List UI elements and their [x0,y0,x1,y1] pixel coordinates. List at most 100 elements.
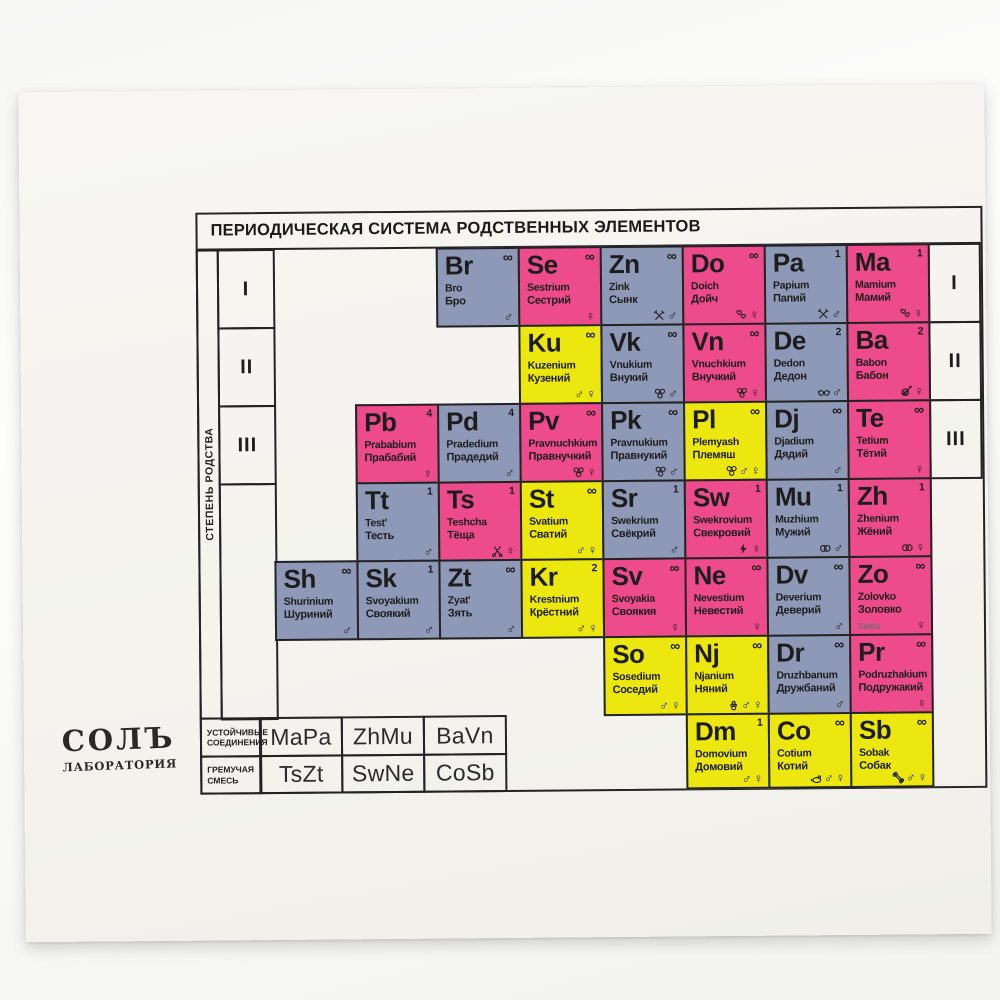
element-count: 2 [591,562,598,575]
element-russian-name: Своякия [611,605,657,619]
element-symbol: Ba [855,324,888,355]
element-latin-name: Zhenium [857,512,899,525]
element-russian-name: Бро [445,295,466,308]
bone-icon [892,771,904,783]
element-count: ∞ [669,559,680,576]
element-russian-name: Своякий [365,607,411,621]
element-russian-name: Внукий [609,371,648,385]
element-russian-name: Свекровий [693,526,751,540]
element-symbol: Sb [858,714,892,745]
rings-icon [902,541,914,553]
element-icons: ♀ [900,383,924,398]
rings-icon [820,542,832,554]
element-symbol: Sh [283,563,316,594]
element-count: 1 [836,482,843,495]
element-count: ∞ [586,482,597,499]
element-count: ∞ [748,246,759,263]
element-cell-Zh: Zh 1 Zhenium Жёний ♀ [847,477,933,559]
male-icon: ♂ [668,385,679,401]
element-icons: ♂ [653,307,677,323]
element-count: ∞ [914,401,925,418]
element-latin-name: Doich [690,280,719,293]
female-icon: ♀ [587,542,598,558]
yarn-icon [900,385,913,397]
element-cell-Tt: Tt 1 Test' Тесть ♂ [355,481,441,563]
male-icon: ♂ [659,697,669,713]
balls-icon [654,387,666,399]
element-count: ∞ [916,713,927,730]
element-cell-Dm: Dm 1 Domovium Домовий ♂ ♀ [685,712,771,790]
element-cell-Do: Do ∞ Doich Дойч ♀ [681,244,767,326]
male-icon: ♂ [574,386,585,402]
element-count: 2 [835,326,842,339]
element-count: ∞ [667,325,678,342]
hearts-icon [899,307,911,319]
male-icon: ♂ [741,770,752,786]
element-latin-name: Druzhbanum [776,669,838,682]
element-russian-name: Собак [859,759,891,772]
element-symbol: Dv [775,559,808,590]
element-latin-name: Tetium [856,434,889,447]
male-icon: ♂ [833,540,844,556]
male-icon: ♂ [905,769,916,785]
periodic-table: ПЕРИОДИЧЕСКАЯ СИСТЕМА РОДСТВЕННЫХ ЭЛЕМЕН… [195,205,988,795]
element-icons: ♀ [423,466,433,481]
element-icons: ♀ [899,305,923,320]
element-icons: ♂ [506,621,516,636]
element-latin-name: Teshcha [447,516,487,529]
element-russian-name: Правнучкий [528,450,592,463]
element-latin-name: Swekrovium [693,513,752,527]
element-count: ∞ [832,402,843,419]
male-icon: ♂ [424,621,435,637]
element-cell-Sv: Sv ∞ Svoyakia Своякия ♀ [602,557,688,639]
male-icon: ♂ [739,462,749,478]
element-symbol: Se [526,249,558,280]
element-cell-Ku: Ku ∞ Kuzenium Кузений ♂ ♀ [518,324,604,405]
element-cell-Sh: Sh ∞ Shurinium Шуриний ♂ [274,560,360,642]
female-icon: ♀ [835,770,846,786]
element-symbol: Vk [609,326,641,358]
compound-formula-BaVn: BaVn [422,714,508,756]
tools-icon [653,309,665,321]
element-latin-name: Podruzhakium [858,668,928,681]
element-icons: ♂ [818,384,842,399]
element-cell-St: St ∞ Svatium Сватий ♂ ♀ [519,480,605,561]
female-icon: ♀ [670,619,681,635]
element-count: 4 [426,407,433,420]
element-symbol: So [612,638,645,670]
element-symbol: Vn [691,326,724,357]
element-cell-Nj: Nj ∞ Njanium Няний ♂ ♀ [685,634,770,716]
element-cells: Br ∞ Bro Бро ♂ Se ∞ Sestrium Сестрий ♀ Zn ∞ Zink Сынк… [197,208,980,790]
element-cell-So: So ∞ Sosedium Соседий ♂ ♀ [603,635,688,717]
lightning-icon [738,542,750,554]
element-cell-Vn: Vn ∞ Vnuchkium Внучкий ♀ [682,322,768,404]
element-latin-name: Test' [365,517,387,530]
element-symbol: Tt [364,485,389,516]
element-count: ∞ [666,247,677,264]
male-icon: ♂ [504,464,515,480]
element-russian-name: Дружбаний [776,682,836,695]
element-latin-name: Domovium [695,747,748,761]
element-latin-name: Svoyakia [611,592,655,606]
element-symbol: Nj [694,638,720,669]
element-symbol: Sw [692,482,730,513]
element-latin-name: Zolovko [857,590,896,603]
element-cell-Kr: Kr 2 Krestnium Крёстний ♂ ♀ [520,558,606,639]
element-russian-name: Тёща [447,529,475,542]
element-count: ∞ [752,636,763,653]
male-icon: ♂ [503,308,514,325]
element-cell-Pl: Pl ∞ Plemyash Племяш ♂ ♀ [683,400,768,482]
element-count: ∞ [341,562,352,579]
element-latin-name: Deverium [775,591,822,604]
male-icon: ♂ [823,770,834,786]
element-symbol: Pk [610,404,642,436]
element-russian-name: Сватий [529,528,568,541]
female-icon: ♀ [916,695,927,711]
element-symbol: Do [690,248,725,279]
female-icon: ♀ [670,697,681,713]
period-label-right-II: II [928,320,983,402]
element-icons: ♀ [492,543,515,558]
element-icons: ♂ ♀ [741,770,764,786]
element-latin-name: Muzhium [775,513,819,526]
element-russian-name: Деверий [775,604,821,617]
